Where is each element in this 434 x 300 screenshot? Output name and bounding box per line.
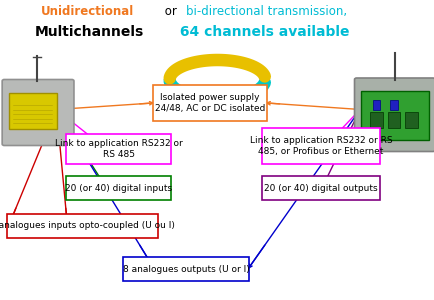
FancyBboxPatch shape: [9, 93, 56, 129]
Text: 8 analogues inputs opto-coupled (U ou I): 8 analogues inputs opto-coupled (U ou I): [0, 221, 174, 230]
Text: Multichannels: Multichannels: [34, 26, 143, 40]
FancyBboxPatch shape: [66, 176, 171, 200]
FancyBboxPatch shape: [7, 214, 158, 238]
Text: Isolated power supply
24/48, AC or DC isolated: Isolated power supply 24/48, AC or DC is…: [155, 93, 264, 113]
Text: 64 channels available: 64 channels available: [175, 26, 349, 40]
Text: 8 analogues outputs (U or I): 8 analogues outputs (U or I): [122, 265, 249, 274]
FancyBboxPatch shape: [153, 85, 266, 121]
Text: 20 (or 40) digital inputs: 20 (or 40) digital inputs: [65, 184, 172, 193]
Text: Unidirectional: Unidirectional: [41, 4, 134, 17]
FancyBboxPatch shape: [389, 100, 397, 110]
Text: Link to application RS232 or
RS 485: Link to application RS232 or RS 485: [55, 139, 182, 159]
FancyBboxPatch shape: [122, 257, 249, 281]
FancyBboxPatch shape: [404, 112, 417, 128]
FancyBboxPatch shape: [354, 78, 434, 152]
FancyBboxPatch shape: [261, 176, 379, 200]
Text: bi-directional transmission,: bi-directional transmission,: [186, 4, 347, 17]
Text: 20 (or 40) digital outputs: 20 (or 40) digital outputs: [263, 184, 377, 193]
FancyBboxPatch shape: [66, 134, 171, 164]
FancyBboxPatch shape: [387, 112, 399, 128]
FancyBboxPatch shape: [372, 100, 379, 110]
FancyBboxPatch shape: [360, 91, 428, 140]
Text: Link to application RS232 or RS
485, or Profibus or Ethernet: Link to application RS232 or RS 485, or …: [249, 136, 391, 156]
Text: or: or: [161, 4, 180, 17]
FancyBboxPatch shape: [369, 112, 382, 128]
FancyBboxPatch shape: [2, 80, 74, 146]
FancyBboxPatch shape: [261, 128, 379, 164]
